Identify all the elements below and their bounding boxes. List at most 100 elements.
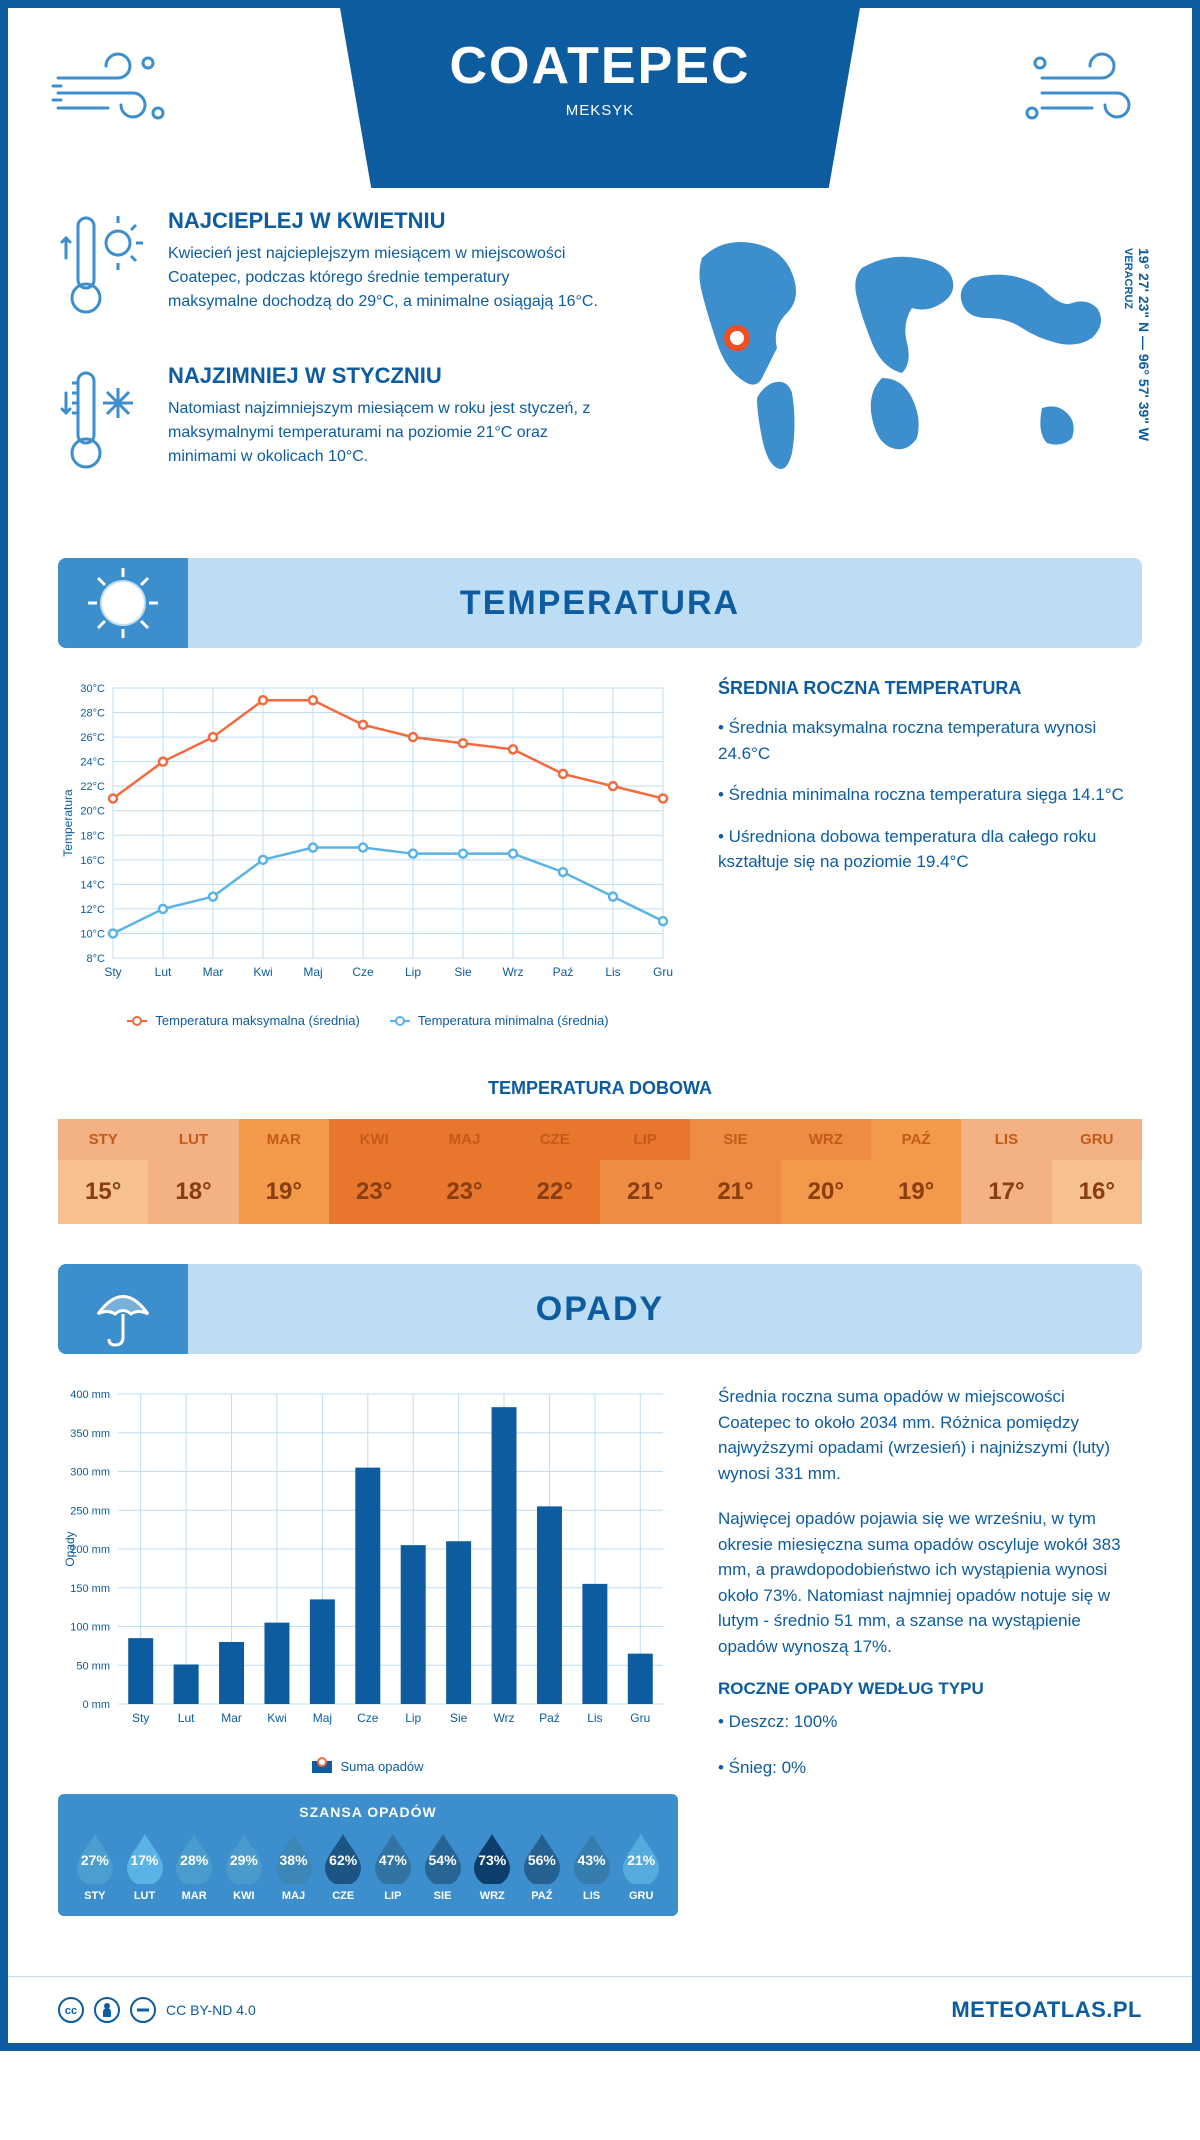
svg-text:22°C: 22°C: [80, 781, 105, 793]
coldest-title: NAJZIMNIEJ W STYCZNIU: [168, 363, 602, 389]
title-banner: COATEPEC MEKSYK: [340, 8, 860, 188]
daily-temp-title: TEMPERATURA DOBOWA: [8, 1078, 1192, 1099]
svg-text:Gru: Gru: [653, 965, 673, 979]
brand: METEOATLAS.PL: [951, 1997, 1142, 2023]
daily-col: KWI 23°: [329, 1119, 419, 1224]
svg-text:Mar: Mar: [203, 965, 224, 979]
svg-text:400 mm: 400 mm: [70, 1389, 110, 1401]
chance-drop: 62% CZE: [320, 1830, 366, 1902]
svg-text:12°C: 12°C: [80, 904, 105, 916]
svg-text:300 mm: 300 mm: [70, 1467, 110, 1479]
daily-col: SIE 21°: [690, 1119, 780, 1224]
daily-col: LIP 21°: [600, 1119, 690, 1224]
chance-drop: 54% SIE: [420, 1830, 466, 1902]
daily-col: MAJ 23°: [419, 1119, 509, 1224]
temperature-heading: TEMPERATURA: [460, 584, 740, 623]
precipitation-heading: OPADY: [536, 1290, 664, 1329]
chance-drop: 43% LIS: [569, 1830, 615, 1902]
svg-text:Wrz: Wrz: [493, 1711, 514, 1725]
svg-text:Cze: Cze: [357, 1711, 379, 1725]
svg-text:Opady: Opady: [63, 1531, 77, 1566]
umbrella-icon: [58, 1264, 188, 1354]
warmest-title: NAJCIEPLEJ W KWIETNIU: [168, 208, 602, 234]
svg-text:150 mm: 150 mm: [70, 1583, 110, 1595]
svg-text:18°C: 18°C: [80, 830, 105, 842]
svg-text:26°C: 26°C: [80, 732, 105, 744]
wind-icon: [1012, 38, 1152, 138]
chance-title: SZANSA OPADÓW: [72, 1804, 664, 1820]
intro-section: NAJCIEPLEJ W KWIETNIU Kwiecień jest najc…: [8, 188, 1192, 558]
daily-col: CZE 22°: [510, 1119, 600, 1224]
coordinates: 19° 27' 23" N — 96° 57' 39" W VERACRUZ: [1120, 248, 1152, 441]
chance-drop: 28% MAR: [171, 1830, 217, 1902]
svg-text:350 mm: 350 mm: [70, 1428, 110, 1440]
svg-text:Sty: Sty: [104, 965, 121, 979]
chart-legend: Temperatura maksymalna (średnia)Temperat…: [58, 1013, 678, 1028]
svg-text:20°C: 20°C: [80, 806, 105, 818]
daily-col: WRZ 20°: [781, 1119, 871, 1224]
daily-temp-table: STY 15°LUT 18°MAR 19°KWI 23°MAJ 23°CZE 2…: [58, 1119, 1142, 1224]
precipitation-summary: Średnia roczna suma opadów w miejscowośc…: [718, 1384, 1142, 1916]
svg-text:Sie: Sie: [454, 965, 472, 979]
summary-heading: ŚREDNIA ROCZNA TEMPERATURA: [718, 678, 1142, 699]
svg-text:30°C: 30°C: [80, 683, 105, 695]
chart-legend: Suma opadów: [58, 1759, 678, 1774]
svg-text:Gru: Gru: [630, 1711, 650, 1725]
svg-text:Sie: Sie: [450, 1711, 468, 1725]
page-subtitle: MEKSYK: [380, 102, 820, 119]
svg-text:Lut: Lut: [178, 1711, 195, 1725]
svg-text:Maj: Maj: [303, 965, 322, 979]
svg-text:Lip: Lip: [405, 965, 421, 979]
precip-type-bullet: • Deszcz: 100%: [718, 1709, 1142, 1735]
coldest-block: NAJZIMNIEJ W STYCZNIU Natomiast najzimni…: [58, 363, 602, 488]
warmest-text: Kwiecień jest najcieplejszym miesiącem w…: [168, 242, 602, 314]
chance-drop: 47% LIP: [370, 1830, 416, 1902]
precip-para-2: Najwięcej opadów pojawia się we wrześniu…: [718, 1506, 1142, 1659]
world-map: 19° 27' 23" N — 96° 57' 39" W VERACRUZ: [642, 208, 1142, 518]
page-title: COATEPEC: [380, 36, 820, 96]
chance-drop: 38% MAJ: [271, 1830, 317, 1902]
svg-text:0 mm: 0 mm: [83, 1699, 111, 1711]
svg-text:Cze: Cze: [352, 965, 374, 979]
daily-col: LUT 18°: [148, 1119, 238, 1224]
header: COATEPEC MEKSYK: [8, 8, 1192, 188]
daily-col: MAR 19°: [239, 1119, 329, 1224]
svg-text:Lut: Lut: [155, 965, 172, 979]
svg-text:8°C: 8°C: [87, 953, 106, 965]
svg-text:cc: cc: [65, 2005, 77, 2017]
precipitation-bar-chart: 0 mm50 mm100 mm150 mm200 mm250 mm300 mm3…: [58, 1384, 678, 1774]
daily-col: LIS 17°: [961, 1119, 1051, 1224]
svg-text:16°C: 16°C: [80, 855, 105, 867]
precip-type-bullet: • Śnieg: 0%: [718, 1755, 1142, 1781]
svg-text:28°C: 28°C: [80, 708, 105, 720]
daily-col: PAŹ 19°: [871, 1119, 961, 1224]
temperature-summary: ŚREDNIA ROCZNA TEMPERATURA • Średnia mak…: [718, 678, 1142, 1028]
chance-drop: 56% PAŹ: [519, 1830, 565, 1902]
coldest-text: Natomiast najzimniejszym miesiącem w rok…: [168, 397, 602, 469]
precipitation-banner: OPADY: [58, 1264, 1142, 1354]
thermometer-sun-icon: [58, 208, 148, 333]
svg-text:Maj: Maj: [313, 1711, 332, 1725]
svg-text:Kwi: Kwi: [267, 1711, 286, 1725]
svg-text:Kwi: Kwi: [253, 965, 272, 979]
summary-bullet: • Średnia maksymalna roczna temperatura …: [718, 715, 1142, 766]
svg-text:250 mm: 250 mm: [70, 1505, 110, 1517]
daily-col: STY 15°: [58, 1119, 148, 1224]
summary-bullet: • Średnia minimalna roczna temperatura s…: [718, 782, 1142, 808]
wind-icon: [48, 38, 188, 138]
svg-text:10°C: 10°C: [80, 928, 105, 940]
svg-text:Lis: Lis: [587, 1711, 602, 1725]
precip-type-heading: ROCZNE OPADY WEDŁUG TYPU: [718, 1679, 1142, 1699]
svg-text:Sty: Sty: [132, 1711, 149, 1725]
svg-text:Paź: Paź: [553, 965, 574, 979]
precipitation-chance-panel: SZANSA OPADÓW 27% STY 17% LUT 28% MAR: [58, 1794, 678, 1916]
svg-text:50 mm: 50 mm: [76, 1660, 110, 1672]
chance-drop: 17% LUT: [122, 1830, 168, 1902]
chance-drop: 73% WRZ: [469, 1830, 515, 1902]
thermometer-snow-icon: [58, 363, 148, 488]
footer: cc CC BY-ND 4.0 METEOATLAS.PL: [8, 1976, 1192, 2043]
temperature-banner: TEMPERATURA: [58, 558, 1142, 648]
svg-text:Wrz: Wrz: [502, 965, 523, 979]
chance-drop: 27% STY: [72, 1830, 118, 1902]
temperature-line-chart: 8°C10°C12°C14°C16°C18°C20°C22°C24°C26°C2…: [58, 678, 678, 1028]
